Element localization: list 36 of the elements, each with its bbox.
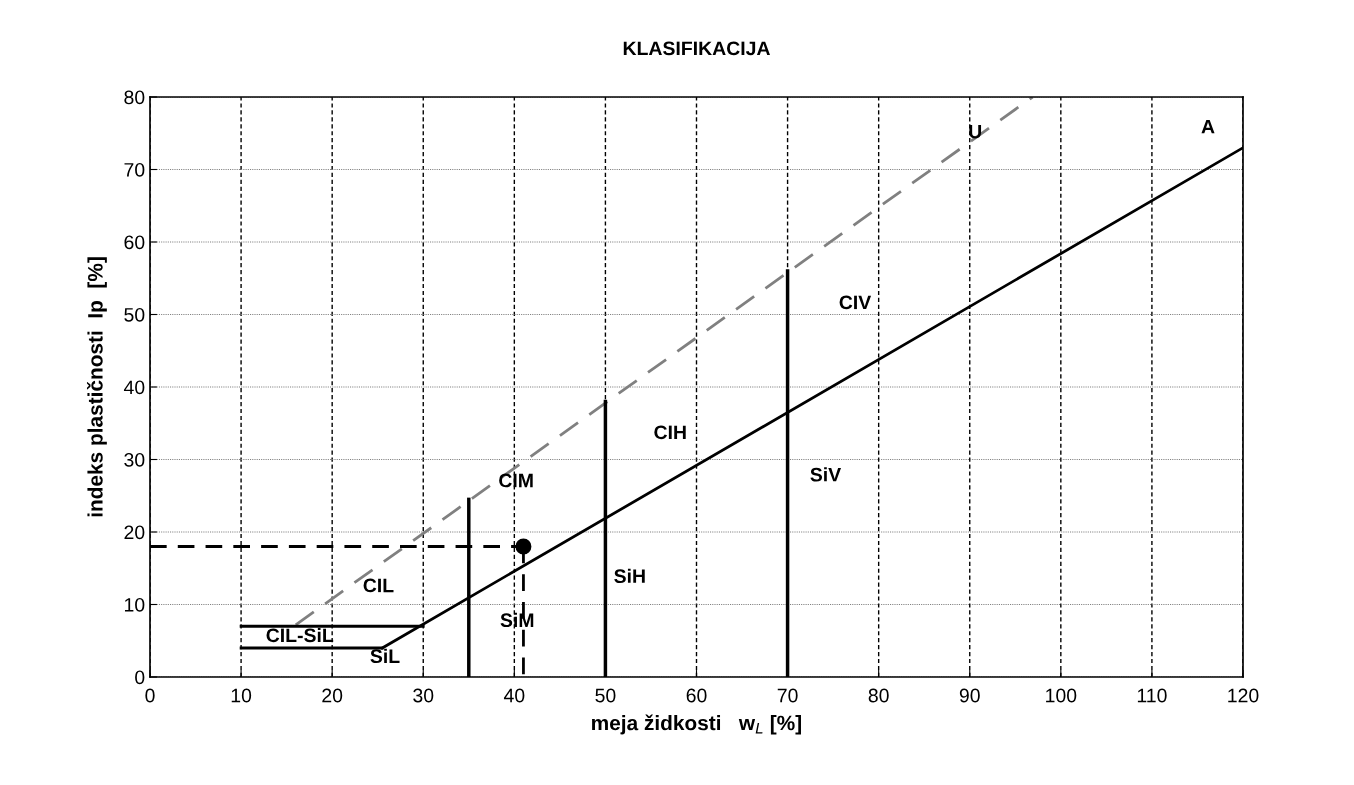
- x-tick-label: 110: [1137, 688, 1167, 703]
- y-tick-label: 30: [124, 452, 145, 467]
- y-axis-title: indeks plastičnosti Ip [%]: [86, 257, 107, 517]
- y-tick-label: 80: [124, 90, 145, 105]
- y-tick-label: 10: [125, 597, 145, 612]
- annotation: CIL: [363, 578, 394, 593]
- x-tick-label: 70: [777, 688, 798, 703]
- y-tick-label: 40: [123, 380, 145, 395]
- annotation: SiV: [810, 467, 842, 482]
- chart-title: KLASIFIKACIJA: [623, 41, 770, 56]
- annotation: SiM: [500, 612, 534, 628]
- annotation: SiL: [370, 648, 400, 664]
- annotation: CIL-SiL: [266, 627, 334, 643]
- annotation: CIV: [839, 295, 872, 310]
- y-tick-label: 20: [124, 525, 145, 540]
- y-tick-label: 0: [135, 670, 145, 685]
- x-tick-label: 30: [413, 688, 434, 703]
- annotation: CIH: [654, 425, 686, 440]
- y-tick-label: 50: [124, 307, 145, 322]
- x-tick-label: 40: [503, 688, 525, 703]
- x-tick-label: 50: [595, 688, 616, 703]
- annotation: CIM: [499, 473, 533, 488]
- y-tick-label: 70: [124, 162, 145, 177]
- annotation: U: [969, 124, 982, 139]
- x-tick-label: 10: [231, 688, 252, 703]
- x-tick-label: 60: [686, 688, 707, 703]
- x-tick-label: 80: [868, 688, 889, 703]
- x-tick-label: 120: [1228, 688, 1259, 703]
- x-tick-label: 90: [959, 688, 980, 703]
- x-tick-label: 0: [145, 688, 155, 703]
- x-tick-label: 20: [322, 688, 343, 703]
- annotation: A: [1201, 119, 1215, 134]
- annotation: SiH: [614, 568, 645, 584]
- x-tick-label: 100: [1046, 688, 1077, 703]
- y-tick-label: 60: [124, 235, 145, 250]
- x-axis-title: meja židkosti w$_{L}$ [%]: [592, 714, 801, 735]
